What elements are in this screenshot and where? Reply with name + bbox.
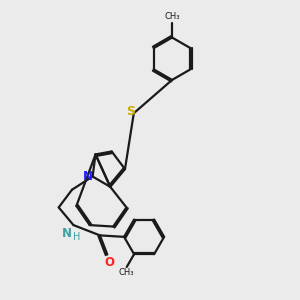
Text: H: H [73,232,81,242]
Text: N: N [83,170,93,183]
Text: S: S [126,105,135,118]
Text: O: O [105,256,115,269]
Text: N: N [62,226,72,240]
Text: CH₃: CH₃ [119,268,134,277]
Text: CH₃: CH₃ [164,12,180,21]
